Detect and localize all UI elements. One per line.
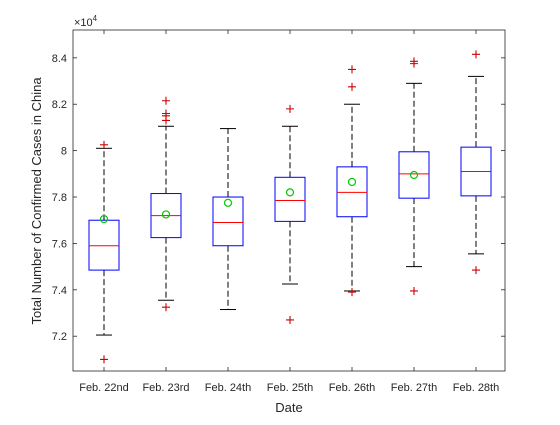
x-tick-label: Feb. 27th bbox=[391, 382, 437, 394]
x-tick-label: Feb. 22nd bbox=[79, 382, 129, 394]
y-exponent-power: 4 bbox=[93, 14, 98, 23]
y-tick-label: 7.6 bbox=[52, 238, 67, 250]
y-tick-label: 8.4 bbox=[52, 53, 67, 65]
mean-marker bbox=[161, 210, 171, 219]
box-group bbox=[88, 140, 120, 364]
y-tick-label: 7.8 bbox=[52, 192, 67, 204]
box-group bbox=[212, 128, 244, 311]
y-exponent-label: ×104 bbox=[74, 14, 98, 29]
outlier-marker bbox=[162, 303, 170, 312]
x-axis-label: Date bbox=[275, 400, 302, 415]
outlier-marker bbox=[162, 96, 170, 105]
outlier-marker bbox=[100, 140, 108, 149]
mean-marker bbox=[347, 177, 357, 187]
mean-marker bbox=[409, 170, 419, 180]
box bbox=[274, 176, 306, 222]
outlier-marker bbox=[100, 355, 108, 364]
box-group bbox=[336, 65, 368, 297]
mean-marker bbox=[99, 214, 109, 224]
tick-marks: 7.2 7.4 7.6 7.8 8 8.2 8.4 Feb. 22nd Feb. 23rd Feb… bbox=[52, 30, 505, 394]
box-group bbox=[274, 104, 306, 324]
mean-marker bbox=[285, 188, 295, 197]
x-tick-label: Feb. 24th bbox=[205, 382, 251, 394]
outlier-marker bbox=[162, 109, 170, 118]
outlier-marker bbox=[348, 82, 356, 91]
x-tick-label: Feb. 26th bbox=[329, 382, 375, 394]
outlier-marker bbox=[286, 315, 294, 324]
x-tick-label: Feb. 23rd bbox=[142, 382, 189, 394]
outlier-marker bbox=[410, 57, 418, 66]
y-tick-label: 8.2 bbox=[52, 99, 67, 111]
outlier-marker bbox=[348, 288, 356, 297]
box bbox=[336, 166, 368, 218]
mean-marker bbox=[223, 198, 233, 207]
outlier-marker bbox=[286, 104, 294, 113]
box bbox=[88, 219, 120, 271]
y-tick-label: 7.4 bbox=[52, 285, 67, 297]
y-tick-label: 7.2 bbox=[52, 331, 67, 343]
box-group bbox=[398, 57, 430, 295]
outlier-marker bbox=[472, 50, 480, 59]
outlier-marker bbox=[410, 286, 418, 295]
box-group bbox=[150, 96, 182, 312]
outlier-marker bbox=[348, 65, 356, 74]
y-tick-label: 8 bbox=[61, 146, 67, 158]
x-tick-label: Feb. 28th bbox=[453, 382, 499, 394]
outlier-marker bbox=[472, 266, 480, 275]
x-tick-label: Feb. 25th bbox=[267, 382, 313, 394]
box bbox=[398, 151, 430, 199]
data-marks bbox=[88, 50, 492, 364]
y-axis-label: Total Number of Confirmed Cases in China bbox=[29, 77, 44, 325]
box bbox=[212, 196, 244, 247]
box-group bbox=[460, 50, 492, 275]
